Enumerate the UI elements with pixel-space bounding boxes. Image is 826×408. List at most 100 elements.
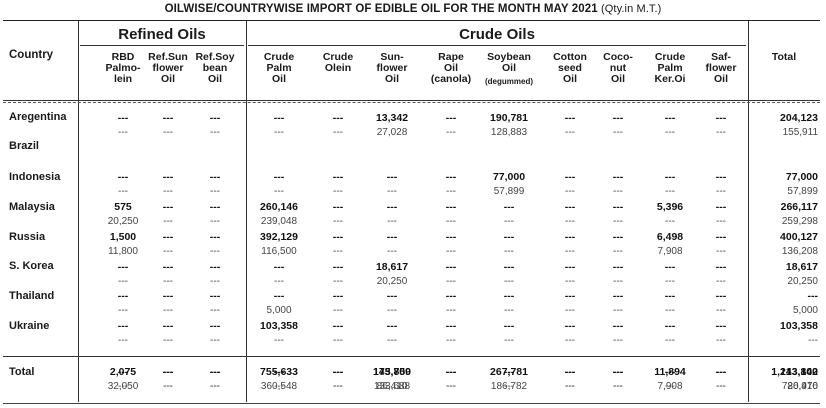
previous-value-cell: --- — [274, 127, 284, 138]
country-name: Malaysia — [9, 201, 55, 213]
previous-total-cell: 20,250 — [787, 276, 818, 287]
column-header-0: RBD Palmo- lein — [105, 51, 141, 85]
country-name: Thailand — [9, 290, 55, 302]
previous-value-cell: --- — [387, 186, 397, 197]
refined-group-underline — [80, 45, 244, 46]
current-value-cell: --- — [564, 366, 576, 378]
previous-value-cell: --- — [333, 216, 343, 227]
previous-value-cell: --- — [210, 381, 220, 392]
previous-value-cell: --- — [504, 246, 514, 257]
current-total-cell: 103,358 — [780, 320, 818, 332]
previous-value-cell: 360,548 — [260, 381, 298, 392]
previous-value-cell: --- — [118, 276, 128, 287]
current-value-cell: --- — [332, 320, 344, 332]
current-value-cell: --- — [445, 231, 457, 243]
previous-total-cell: --- — [808, 335, 818, 346]
current-value-cell: --- — [117, 112, 129, 124]
current-value-cell: --- — [715, 366, 727, 378]
table-frame — [3, 20, 820, 404]
column-header-1: Ref.Sun flower Oil — [148, 51, 188, 85]
previous-value-cell: --- — [163, 381, 173, 392]
previous-value-cell: --- — [613, 381, 623, 392]
current-value-cell: --- — [162, 366, 174, 378]
previous-value-cell: --- — [163, 335, 173, 346]
current-value-cell: --- — [445, 320, 457, 332]
current-value-cell: --- — [386, 320, 398, 332]
current-total-cell: 400,127 — [780, 231, 818, 243]
total-column-header: Total — [771, 51, 797, 63]
country-name: Total — [9, 366, 35, 378]
current-value-cell: --- — [162, 290, 174, 302]
country-name: Aregentina — [9, 111, 67, 123]
previous-value-cell: --- — [210, 246, 220, 257]
previous-value-cell: 186,782 — [490, 381, 528, 392]
current-value-cell: --- — [715, 171, 727, 183]
previous-value-cell: --- — [613, 276, 623, 287]
previous-value-cell: 239,048 — [260, 216, 298, 227]
previous-value-cell: --- — [716, 305, 726, 316]
previous-value-cell: --- — [210, 381, 220, 392]
vline-refined — [246, 21, 247, 402]
previous-total-cell: 86,410 — [787, 381, 818, 392]
previous-value-cell: --- — [163, 276, 173, 287]
previous-value-cell: --- — [274, 186, 284, 197]
current-value-cell: --- — [715, 290, 727, 302]
current-value-cell: --- — [117, 366, 129, 378]
current-value-cell: --- — [162, 261, 174, 273]
previous-value-cell: --- — [210, 186, 220, 197]
current-value-cell: --- — [503, 201, 515, 213]
current-value-cell: --- — [445, 201, 457, 213]
previous-value-cell: --- — [504, 305, 514, 316]
previous-value-cell: --- — [446, 186, 456, 197]
current-total-cell: 204,123 — [780, 112, 818, 124]
previous-value-cell: --- — [613, 381, 623, 392]
previous-value-cell: --- — [665, 276, 675, 287]
current-value-cell: --- — [273, 171, 285, 183]
page-title: OILWISE/COUNTRYWISE IMPORT OF EDIBLE OIL… — [0, 0, 826, 18]
previous-value-cell: --- — [210, 276, 220, 287]
previous-value-cell: --- — [716, 246, 726, 257]
previous-value-cell: --- — [504, 276, 514, 287]
previous-value-cell: --- — [504, 335, 514, 346]
current-total-cell: 1,213,142 — [771, 366, 818, 378]
previous-value-cell: --- — [333, 381, 343, 392]
column-header-11: Saf- flower Oil — [705, 51, 737, 85]
current-value-cell: 175,759 — [373, 366, 411, 378]
current-value-cell: --- — [564, 231, 576, 243]
vline-crude — [748, 21, 749, 402]
previous-value-cell: --- — [613, 305, 623, 316]
previous-value-cell: --- — [716, 216, 726, 227]
previous-value-cell: --- — [504, 216, 514, 227]
current-value-cell: --- — [445, 366, 457, 378]
previous-value-cell: --- — [163, 127, 173, 138]
previous-total-cell: 155,911 — [782, 127, 818, 138]
header-dashed-rule — [3, 102, 820, 103]
previous-value-cell: 7,908 — [657, 246, 683, 257]
current-total-cell: 266,117 — [780, 201, 818, 213]
current-value-cell: 103,358 — [260, 320, 298, 332]
previous-value-cell: --- — [565, 127, 575, 138]
current-value-cell: --- — [503, 261, 515, 273]
current-value-cell: 13,342 — [375, 112, 409, 124]
current-value-cell: 267,781 — [490, 366, 528, 378]
current-value-cell: --- — [564, 261, 576, 273]
previous-value-cell: 128,883 — [490, 127, 528, 138]
previous-value-cell: --- — [446, 381, 456, 392]
column-header-5: Sun- flower Oil — [376, 51, 408, 85]
header-bottom-rule — [3, 100, 820, 101]
current-value-cell: --- — [332, 366, 344, 378]
column-header-8: Cotton seed Oil — [553, 51, 587, 85]
current-value-cell: --- — [273, 112, 285, 124]
current-value-cell: --- — [332, 171, 344, 183]
current-value-cell: --- — [332, 366, 344, 378]
previous-value-cell: --- — [274, 276, 284, 287]
country-column-header: Country — [9, 49, 54, 61]
current-value-cell: --- — [209, 112, 221, 124]
column-header-3: Crude Palm Oil — [263, 51, 295, 85]
current-value-cell: 77,000 — [492, 171, 526, 183]
current-value-cell: --- — [386, 171, 398, 183]
previous-value-cell: --- — [565, 216, 575, 227]
current-value-cell: --- — [612, 290, 624, 302]
current-value-cell: 755,633 — [260, 366, 298, 378]
previous-value-cell: 116,500 — [261, 246, 297, 257]
